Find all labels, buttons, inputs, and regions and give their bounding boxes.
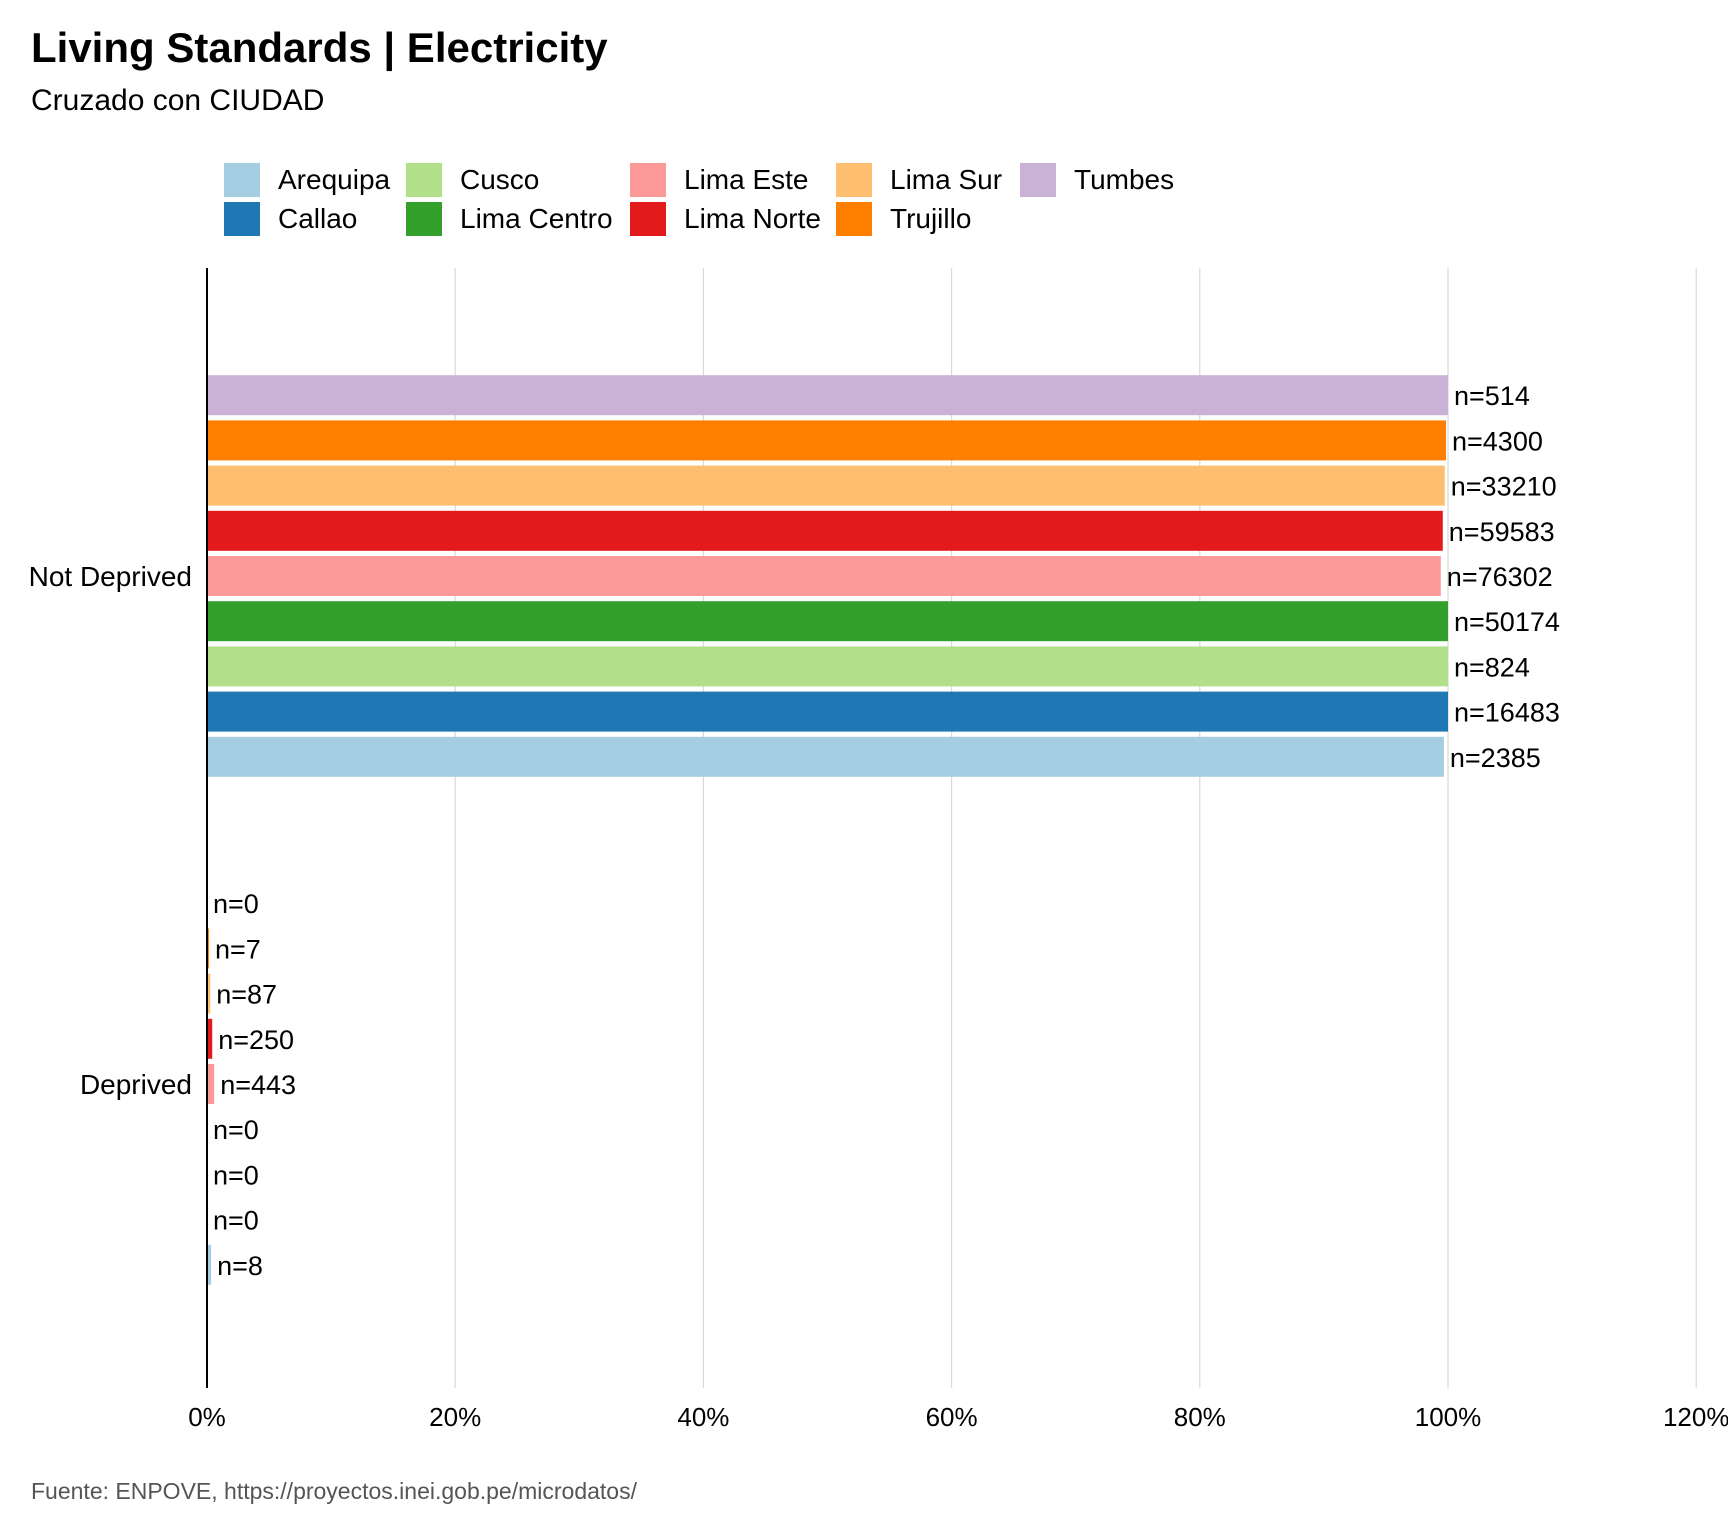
legend-item-lima-norte: Lima Norte: [630, 201, 821, 237]
legend-label: Callao: [278, 203, 358, 234]
bar-callao-not-deprived: [207, 691, 1448, 732]
legend-item-trujillo: Trujillo: [836, 201, 971, 237]
legend: Arequipa Callao Cusco Lima Centro Lima Este L…: [224, 162, 1224, 242]
legend-label: Lima Centro: [460, 203, 613, 234]
data-label: n=514: [1454, 381, 1530, 411]
legend-label: Trujillo: [890, 203, 972, 234]
legend-item-tumbes: Tumbes: [1020, 162, 1174, 198]
data-label: n=443: [220, 1070, 296, 1100]
bar-trujillo-not-deprived: [207, 420, 1447, 461]
legend-item-arequipa: Arequipa: [224, 162, 390, 198]
legend-swatch: [406, 163, 442, 197]
x-tick-label: 80%: [1174, 1402, 1226, 1432]
legend-swatch: [630, 163, 666, 197]
legend-swatch: [1020, 163, 1056, 197]
data-label: n=0: [213, 1115, 259, 1145]
data-label: n=7: [215, 934, 261, 964]
legend-item-callao: Callao: [224, 201, 357, 237]
y-tick-label: Deprived: [80, 1069, 192, 1100]
bar-lima-este-not-deprived: [207, 556, 1441, 596]
bar-lima-norte-not-deprived: [207, 510, 1443, 551]
x-tick-label: 20%: [429, 1402, 481, 1432]
x-tick-label: 120%: [1663, 1402, 1728, 1432]
data-label: n=8: [217, 1251, 263, 1281]
legend-swatch: [406, 202, 442, 236]
legend-swatch: [630, 202, 666, 236]
x-tick-label: 0%: [188, 1402, 226, 1432]
legend-label: Cusco: [460, 164, 540, 195]
data-label: n=0: [213, 1160, 259, 1190]
source-caption: Fuente: ENPOVE, https://proyectos.inei.g…: [31, 1478, 637, 1504]
bar-lima-este-deprived: [207, 1064, 215, 1104]
data-label: n=16483: [1454, 698, 1560, 728]
chart-title: Living Standards | Electricity: [31, 24, 608, 71]
legend-label: Tumbes: [1074, 164, 1175, 195]
legend-item-cusco: Cusco: [406, 162, 539, 198]
x-tick-label: 100%: [1415, 1402, 1482, 1432]
bar-tumbes-not-deprived: [207, 375, 1448, 416]
chart-subtitle: Cruzado con CIUDAD: [31, 84, 325, 117]
data-label: n=50174: [1454, 607, 1560, 637]
y-tick-label: Not Deprived: [29, 561, 192, 592]
legend-label: Arequipa: [278, 164, 391, 195]
data-label: n=59583: [1449, 517, 1555, 547]
data-label: n=76302: [1447, 562, 1553, 592]
data-label: n=87: [216, 980, 277, 1010]
bar-lima-norte-deprived: [207, 1018, 213, 1059]
legend-label: Lima Sur: [890, 164, 1003, 195]
bar-arequipa-deprived: [207, 1244, 212, 1285]
x-tick-label: 40%: [677, 1402, 729, 1432]
legend-label: Lima Este: [684, 164, 809, 195]
legend-swatch: [836, 163, 872, 197]
data-label: n=0: [213, 1206, 259, 1236]
data-label: n=33210: [1451, 472, 1557, 502]
legend-item-lima-centro: Lima Centro: [406, 201, 613, 237]
data-label: n=2385: [1450, 743, 1541, 773]
bar-cusco-not-deprived: [207, 646, 1448, 687]
data-label: n=824: [1454, 652, 1530, 682]
bar-lima-sur-not-deprived: [207, 465, 1445, 506]
x-tick-label: 60%: [926, 1402, 978, 1432]
data-label: n=0: [213, 889, 259, 919]
bar-lima-sur-deprived: [207, 973, 211, 1014]
data-label: n=4300: [1452, 426, 1543, 456]
legend-item-lima-este: Lima Este: [630, 162, 809, 198]
bar-lima-centro-not-deprived: [207, 601, 1448, 642]
legend-swatch: [224, 163, 260, 197]
legend-swatch: [224, 202, 260, 236]
bar-arequipa-not-deprived: [207, 736, 1444, 777]
data-label: n=250: [218, 1025, 294, 1055]
legend-label: Lima Norte: [684, 203, 821, 234]
legend-swatch: [836, 202, 872, 236]
legend-item-lima-sur: Lima Sur: [836, 162, 1002, 198]
